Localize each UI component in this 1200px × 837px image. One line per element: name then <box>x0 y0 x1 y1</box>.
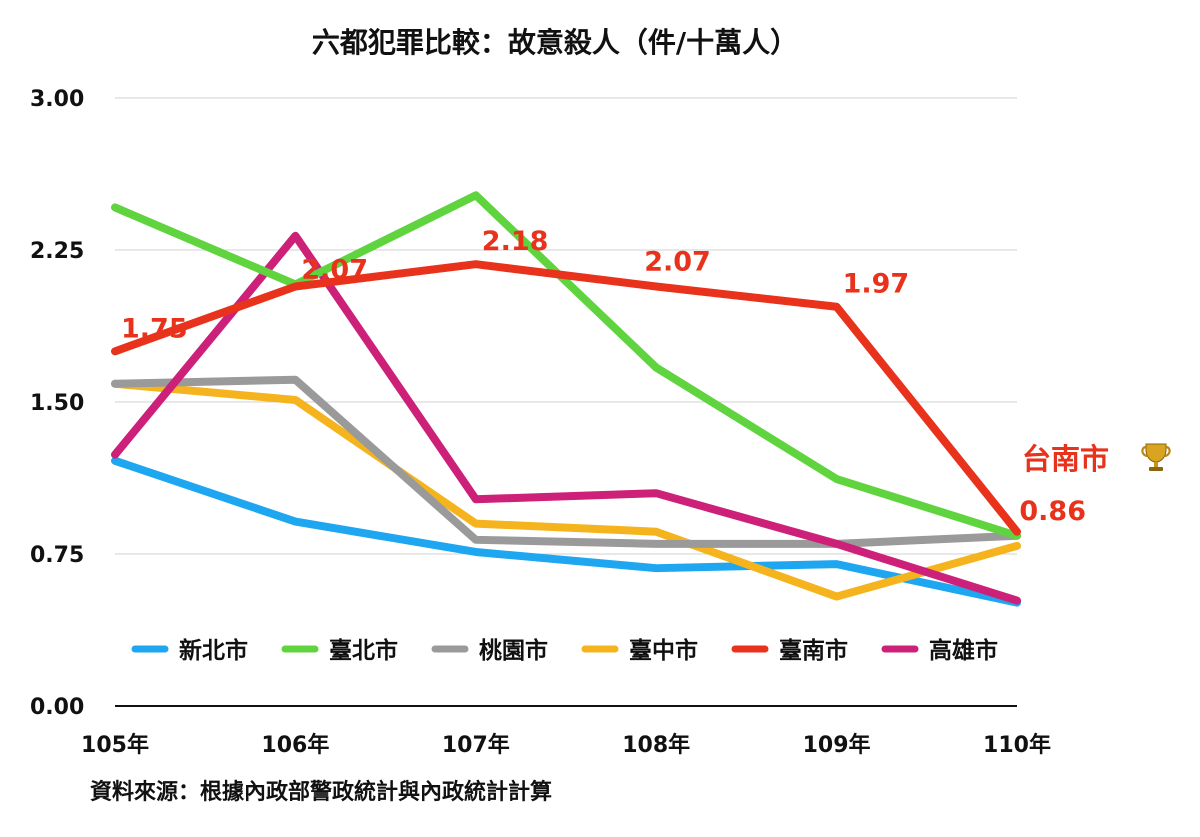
legend-label: 桃園市 <box>479 637 548 664</box>
series-line <box>111 375 1021 548</box>
data-label: 2.18 <box>482 226 549 257</box>
chart-title: 六都犯罪比較：故意殺人（件/十萬人） <box>312 26 798 59</box>
x-tick-label: 105年 <box>81 732 149 758</box>
y-tick-label: 0.00 <box>30 695 84 720</box>
x-tick-label: 110年 <box>983 732 1051 758</box>
y-tick-label: 1.50 <box>30 391 84 416</box>
series-line <box>111 379 1021 601</box>
x-tick-label: 107年 <box>442 732 510 758</box>
data-label: 2.07 <box>301 254 368 285</box>
legend-label: 高雄市 <box>929 637 998 664</box>
y-tick-label: 3.00 <box>30 87 84 112</box>
trophy-icon <box>1141 443 1171 471</box>
y-tick-label: 2.25 <box>30 239 84 264</box>
legend-label: 臺南市 <box>779 637 848 664</box>
legend-label: 臺中市 <box>629 637 698 664</box>
annotation-text: 台南市 <box>1022 442 1109 476</box>
series-line <box>111 456 1021 607</box>
x-tick-label: 109年 <box>803 732 871 758</box>
y-tick-label: 0.75 <box>30 543 84 568</box>
data-label: 1.97 <box>843 269 910 300</box>
data-labels: 1.75 2.07 2.18 2.07 1.97 0.86 <box>121 226 1086 527</box>
legend-label: 新北市 <box>179 637 248 664</box>
y-axis-ticks: 0.00 0.75 1.50 2.25 3.00 <box>30 87 84 720</box>
data-label: 2.07 <box>644 246 711 277</box>
legend: 新北市 臺北市 桃園市 臺中市 臺南市 高雄市 <box>131 637 998 664</box>
series-lines <box>111 191 1021 607</box>
series-line <box>111 191 1021 540</box>
data-label: 0.86 <box>1019 496 1086 527</box>
x-tick-label: 108年 <box>622 732 690 758</box>
source-note: 資料來源：根據內政部警政統計與內政統計計算 <box>90 779 552 805</box>
x-axis-ticks: 105年 106年 107年 108年 109年 110年 <box>81 732 1051 758</box>
grid <box>115 97 1017 707</box>
annotation: 台南市 <box>1022 442 1171 476</box>
data-label: 1.75 <box>121 313 188 344</box>
legend-label: 臺北市 <box>329 637 398 664</box>
x-tick-label: 106年 <box>261 732 329 758</box>
series-line <box>111 260 1021 536</box>
